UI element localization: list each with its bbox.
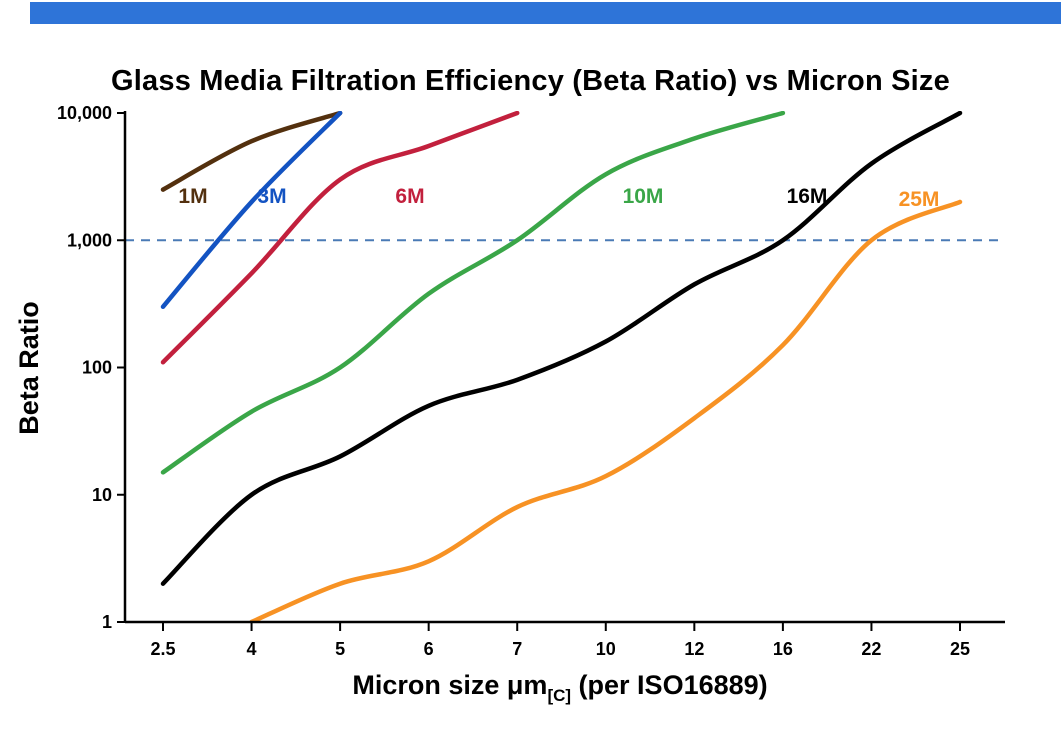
x-tick-label: 12 (684, 639, 704, 659)
x-axis-title-subscript: [C] (547, 686, 571, 705)
series-label-25M: 25M (899, 188, 940, 211)
series-label-6M: 6M (395, 185, 424, 208)
series-label-16M: 16M (787, 185, 828, 208)
tick-labels: 1 10 100 1,000 10,000 2.5 4 5 6 7 10 12 16 22 25 (57, 103, 970, 659)
x-tick-label: 25 (950, 639, 970, 659)
series-curve-16M (160, 111, 963, 586)
x-axis-title-pre: Micron size μm (352, 670, 547, 700)
y-tick-label: 1 (102, 612, 112, 632)
series-label-3M: 3M (257, 185, 286, 208)
x-tick-label: 10 (596, 639, 616, 659)
series-curve-10M (160, 111, 786, 475)
top-banner (30, 2, 1061, 24)
series-label-1M: 1M (178, 185, 207, 208)
series-curve-25M (249, 199, 963, 623)
series-label-10M: 10M (623, 185, 664, 208)
x-tick-label: 22 (861, 639, 881, 659)
y-tick-label: 1,000 (67, 230, 112, 250)
chart-title: Glass Media Filtration Efficiency (Beta … (111, 65, 950, 98)
x-tick-label: 5 (335, 639, 345, 659)
series-curve-1M (160, 111, 343, 192)
y-tick-label: 10,000 (57, 103, 112, 123)
y-tick-label: 10 (92, 485, 112, 505)
series-curves (160, 111, 963, 623)
series-curve-3M (160, 111, 343, 310)
x-axis-title: Micron size μm[C] (per ISO16889) (352, 670, 767, 705)
series-labels: 1M 3M 6M 10M 16M 25M (178, 185, 939, 211)
x-tick-label: 2.5 (150, 639, 175, 659)
series-curve-6M (160, 111, 520, 365)
x-tick-label: 4 (247, 639, 257, 659)
x-tick-label: 16 (773, 639, 793, 659)
y-tick-label: 100 (82, 358, 112, 378)
x-tick-label: 7 (512, 639, 522, 659)
x-tick-label: 6 (424, 639, 434, 659)
x-axis-title-post: (per ISO16889) (571, 670, 768, 700)
y-axis-title: Beta Ratio (14, 301, 44, 435)
